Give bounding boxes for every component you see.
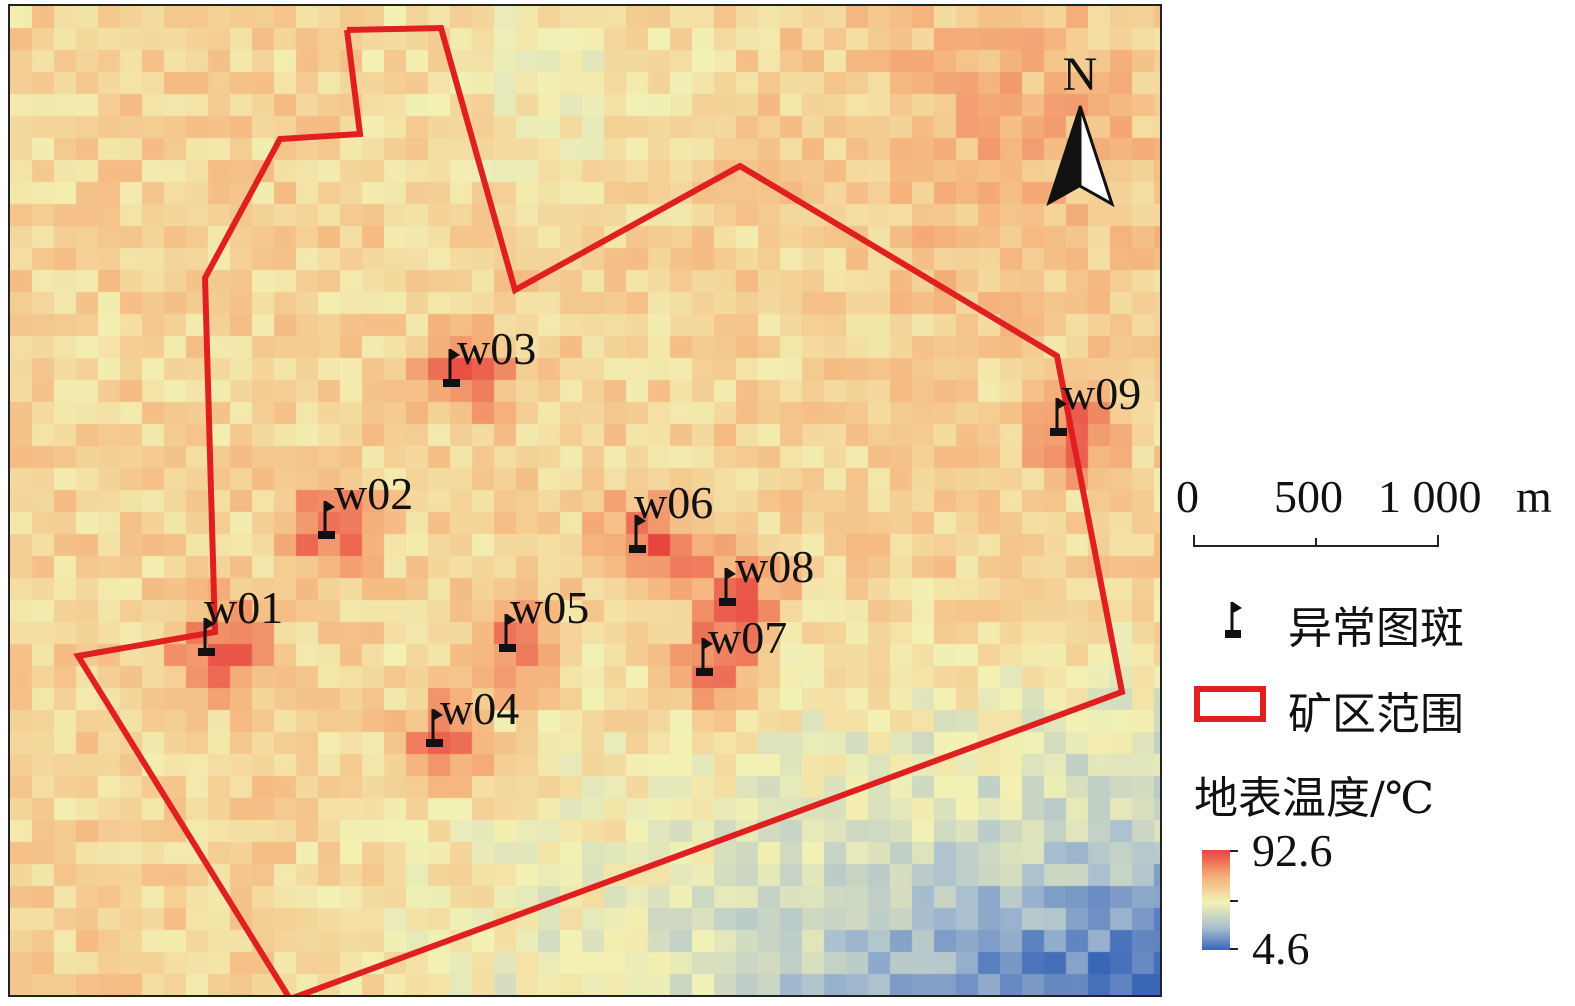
site-label-w07: w07: [708, 612, 787, 663]
site-flag-w04[interactable]: [426, 709, 443, 747]
legend-lst-title: 地表温度/℃: [1194, 773, 1435, 824]
scale-label-0: 0: [1176, 471, 1199, 522]
site-label-w02: w02: [334, 468, 413, 519]
legend-max-value: 92.6: [1252, 825, 1333, 876]
north-arrow-left-half: [1046, 105, 1081, 207]
site-flag-w01[interactable]: [198, 618, 215, 656]
flag-icon: [1225, 602, 1242, 638]
site-flag-w06[interactable]: [629, 515, 646, 553]
land-surface-temperature-raster: [10, 6, 1160, 995]
site-flag-w08[interactable]: [719, 568, 736, 606]
site-flag-w07[interactable]: [696, 638, 713, 676]
site-flag-w09[interactable]: [1050, 398, 1067, 436]
legend-min-value: 4.6: [1252, 923, 1310, 974]
north-label: N: [1063, 48, 1098, 101]
site-label-w04: w04: [440, 683, 519, 734]
north-arrow-right-half: [1078, 105, 1115, 208]
legend-anomaly-label: 异常图斑: [1288, 603, 1464, 654]
site-label-w03: w03: [457, 323, 536, 374]
site-label-w05: w05: [510, 582, 589, 633]
site-label-w01: w01: [204, 582, 283, 633]
north-arrow: N: [1046, 48, 1115, 208]
site-flag-w05[interactable]: [499, 614, 516, 652]
map-frame: N w01 w02 w03 w04 w05 w06 w07 w08 w09: [8, 4, 1162, 997]
boundary-swatch: [1194, 686, 1266, 722]
scale-bar-line: [1193, 535, 1439, 547]
color-ramp-ticks: [1230, 850, 1238, 950]
site-label-w09: w09: [1062, 368, 1141, 419]
legend-boundary-label: 矿区范围: [1288, 689, 1464, 740]
site-flag-w03[interactable]: [443, 349, 460, 387]
scale-label-1000: 1 000: [1378, 471, 1482, 522]
site-label-w08: w08: [735, 541, 814, 592]
map-overlay: N w01 w02 w03 w04 w05 w06 w07 w08 w09: [73, 24, 1141, 995]
mining-area-boundary: [73, 24, 1126, 995]
scale-label-500: 500: [1274, 471, 1343, 522]
scale-label-unit: m: [1516, 471, 1552, 522]
color-ramp: [1202, 850, 1230, 950]
anomaly-sites: w01 w02 w03 w04 w05 w06 w07 w08 w09: [198, 323, 1141, 747]
site-label-w06: w06: [634, 477, 713, 528]
site-flag-w02[interactable]: [318, 501, 335, 539]
legend: 0 500 1 000 m 异常图斑 矿区范围 地表温度/℃ 92.6 4.6: [1170, 460, 1570, 1000]
